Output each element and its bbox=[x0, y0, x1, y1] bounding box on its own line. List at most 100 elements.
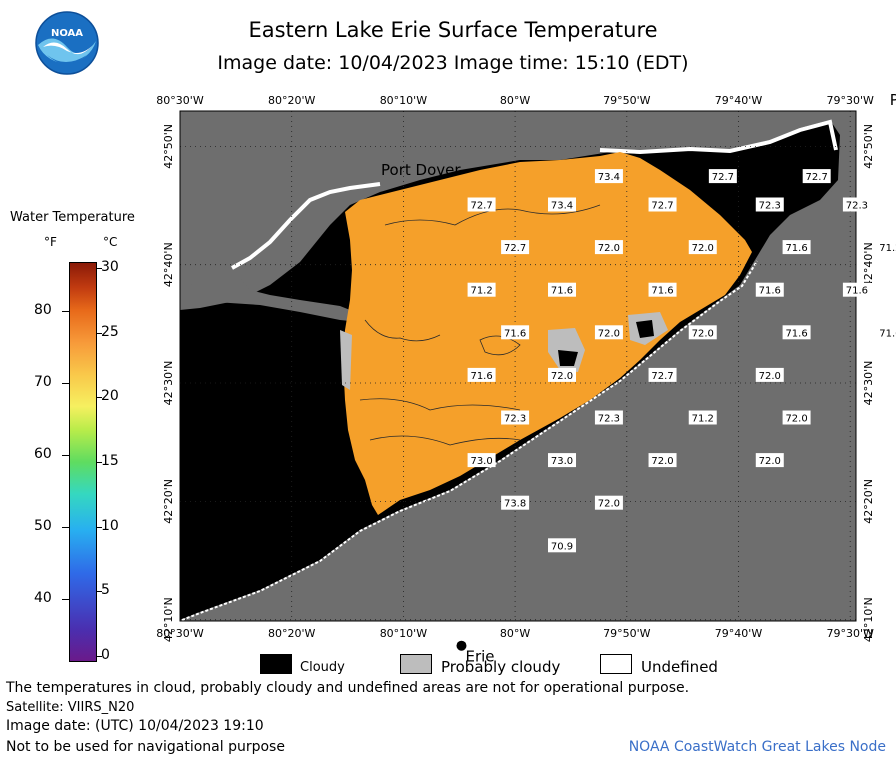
temperature-label-bg bbox=[594, 169, 623, 184]
lon-tick-label: 79°40'W bbox=[715, 94, 763, 107]
temperature-label: 71.2 bbox=[879, 243, 896, 254]
temperature-label: 71.6 bbox=[470, 371, 492, 382]
temperature-label-bg bbox=[782, 325, 811, 340]
lat-tick-label: 42°50'N bbox=[862, 124, 875, 169]
lat-tick-label: 42°10'N bbox=[862, 597, 875, 642]
legend-undefined-swatch bbox=[600, 654, 632, 674]
temperature-label: 73.8 bbox=[504, 499, 526, 510]
colorbar-c-label: 10 bbox=[101, 517, 119, 534]
cloudy-patch-dunkirk bbox=[636, 320, 654, 338]
temperature-label-bg bbox=[467, 282, 496, 297]
temperature-label: 72.3 bbox=[598, 414, 620, 425]
temperature-label-bg bbox=[648, 197, 677, 212]
lat-tick-label: 42°40'N bbox=[162, 242, 175, 287]
colorbar-f-tick bbox=[62, 598, 69, 600]
contour-line bbox=[479, 335, 521, 356]
temperature-label: 72.0 bbox=[651, 456, 673, 467]
colorbar-c-label: 25 bbox=[101, 323, 119, 340]
north-shore-land bbox=[180, 111, 856, 288]
legend-probably-cloudy-label: Probably cloudy bbox=[441, 658, 561, 676]
contour-line bbox=[359, 398, 521, 411]
city-dot bbox=[456, 640, 467, 651]
temperature-label-bg bbox=[648, 367, 677, 382]
lon-tick-label: 80°W bbox=[500, 94, 530, 107]
temperature-label: 72.0 bbox=[551, 371, 573, 382]
lon-tick-label: 80°20'W bbox=[268, 627, 316, 640]
lat-tick-label: 42°30'N bbox=[162, 361, 175, 406]
city-markers: Port ColbornePort DoverAngolaDunkirkErie… bbox=[381, 91, 896, 666]
colorbar-f-tick bbox=[62, 382, 69, 384]
temperature-label: 72.7 bbox=[504, 243, 526, 254]
temperature-label: 73.4 bbox=[551, 201, 573, 212]
colorbar-c-tick bbox=[96, 526, 102, 528]
temperature-label-bg bbox=[782, 240, 811, 255]
city-label: Port Dover bbox=[381, 161, 461, 179]
temperature-label-bg bbox=[467, 367, 496, 382]
temperature-label-bg bbox=[688, 240, 717, 255]
temperature-label: 73.0 bbox=[551, 456, 573, 467]
colorbar-c-label: 30 bbox=[101, 259, 119, 275]
colorbar-title: Water Temperature bbox=[10, 210, 135, 225]
probably-cloudy-patch-west bbox=[340, 330, 352, 390]
utc-date-text: Image date: (UTC) 10/04/2023 19:10 bbox=[6, 718, 264, 734]
temperature-label: 70.9 bbox=[551, 541, 573, 552]
temperature-label: 71.6 bbox=[879, 328, 896, 339]
legend-probably-cloudy-swatch bbox=[400, 654, 432, 674]
colorbar-f-tick bbox=[62, 311, 69, 313]
temperature-label-bg bbox=[548, 538, 577, 553]
temperature-label: 71.6 bbox=[759, 286, 781, 297]
lon-tick-label: 80°10'W bbox=[380, 94, 428, 107]
legend-undefined-label: Undefined bbox=[641, 658, 718, 676]
colorbar-c-tick bbox=[96, 462, 102, 463]
temperature-label: 72.7 bbox=[651, 371, 673, 382]
temperature-label-bg bbox=[688, 410, 717, 425]
colorbar-f-label: 60 bbox=[34, 445, 52, 462]
temperature-label-bg bbox=[708, 169, 737, 184]
lat-tick-label: 42°50'N bbox=[162, 124, 175, 169]
lon-tick-label: 79°50'W bbox=[603, 627, 651, 640]
lon-tick-label: 79°30'W bbox=[826, 94, 874, 107]
colorbar-c-tick bbox=[96, 332, 102, 334]
colorbar-c-label: 5 bbox=[101, 582, 110, 599]
temperature-label: 72.0 bbox=[692, 328, 714, 339]
temperature-label-bg bbox=[501, 325, 530, 340]
lon-tick-label: 80°30'W bbox=[156, 94, 204, 107]
temperature-label-bg bbox=[688, 325, 717, 340]
temperature-label: 72.7 bbox=[651, 201, 673, 212]
temperature-label: 71.6 bbox=[785, 243, 807, 254]
temperature-labels: 73.4 72.7 72.7 72.7 73.4 72.7 72.3 72.3 72.7 72.0… bbox=[467, 169, 896, 553]
lon-tick-label: 80°20'W bbox=[268, 94, 316, 107]
temperature-label-bg bbox=[842, 282, 871, 297]
colorbar-f-label: 40 bbox=[34, 589, 52, 606]
colorbar-c-tick bbox=[96, 656, 102, 657]
temperature-label: 72.0 bbox=[785, 414, 807, 425]
temperature-label-bg bbox=[876, 240, 896, 255]
temperature-label: 72.0 bbox=[598, 499, 620, 510]
temperature-label-bg bbox=[842, 197, 871, 212]
disclaimer-text: The temperatures in cloud, probably clou… bbox=[6, 680, 690, 696]
temperature-label-bg bbox=[876, 325, 896, 340]
temperature-label-bg bbox=[548, 367, 577, 382]
temperature-colorbar bbox=[69, 262, 97, 662]
temperature-label: 71.6 bbox=[504, 328, 526, 339]
temperature-label-bg bbox=[594, 325, 623, 340]
colorbar-c-label: 20 bbox=[101, 388, 119, 405]
undefined-fringe-north bbox=[231, 182, 381, 270]
colorbar-c-label: 0 bbox=[101, 647, 110, 663]
lat-lon-grid bbox=[180, 111, 856, 621]
temperature-label-bg bbox=[648, 282, 677, 297]
temperature-label-bg bbox=[782, 410, 811, 425]
temperature-label: 72.0 bbox=[598, 328, 620, 339]
temperature-label: 72.3 bbox=[504, 414, 526, 425]
temperature-label: 72.7 bbox=[806, 172, 828, 183]
lon-tick-label: 80°W bbox=[500, 627, 530, 640]
colorbar-c-tick bbox=[96, 268, 102, 269]
temperature-label-bg bbox=[755, 197, 784, 212]
temperature-label-bg bbox=[755, 282, 784, 297]
legend-cloudy-label: Cloudy bbox=[300, 660, 345, 675]
axis-ticks: 80°30'W 80°30'W 80°20'W 80°20'W 80°10'W 80°10… bbox=[156, 94, 875, 642]
city-label: Port Colborne bbox=[890, 91, 896, 109]
city-label: Erie bbox=[465, 648, 494, 666]
